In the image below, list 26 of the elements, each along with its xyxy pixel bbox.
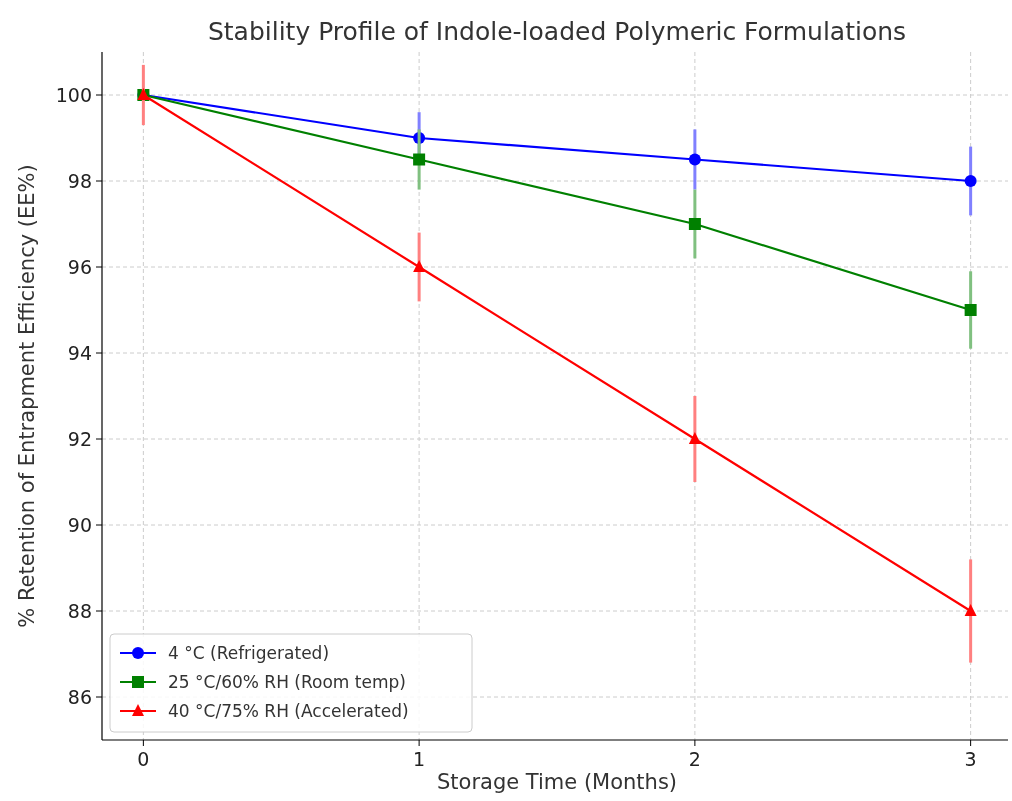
point bbox=[688, 218, 701, 230]
y-tick-label: 96 bbox=[67, 256, 92, 278]
x-tick-label: 2 bbox=[688, 748, 701, 770]
y-tick-label: 86 bbox=[67, 686, 92, 708]
y-tick-label: 94 bbox=[67, 342, 92, 364]
chart-title: Stability Profile of Indole-loaded Polymeric Formulations bbox=[207, 17, 907, 46]
y-tick-label: 88 bbox=[67, 600, 92, 622]
y-tick-label: 92 bbox=[67, 428, 92, 450]
point bbox=[688, 153, 701, 166]
x-tick-label: 0 bbox=[137, 748, 150, 770]
y-tick-label: 100 bbox=[55, 84, 92, 106]
point bbox=[688, 432, 701, 444]
x-tick-label: 3 bbox=[964, 748, 977, 770]
point bbox=[413, 153, 426, 166]
legend-label: 4 °C (Refrigerated) bbox=[168, 643, 330, 663]
point bbox=[964, 175, 977, 187]
y-axis-title: % Retention of Entrapment Efficiency (EE%) bbox=[15, 164, 39, 628]
x-axis-title: Storage Time (Months) bbox=[436, 770, 678, 794]
point bbox=[964, 604, 977, 616]
y-tick-label: 90 bbox=[67, 514, 92, 536]
legend-label: 40 °C/75% RH (Accelerated) bbox=[168, 701, 409, 721]
point bbox=[413, 260, 426, 272]
x-tick-label: 1 bbox=[413, 748, 426, 770]
legend-label: 25 °C/60% RH (Room temp) bbox=[168, 672, 406, 692]
point bbox=[964, 304, 977, 316]
y-tick-label: 98 bbox=[67, 170, 92, 192]
